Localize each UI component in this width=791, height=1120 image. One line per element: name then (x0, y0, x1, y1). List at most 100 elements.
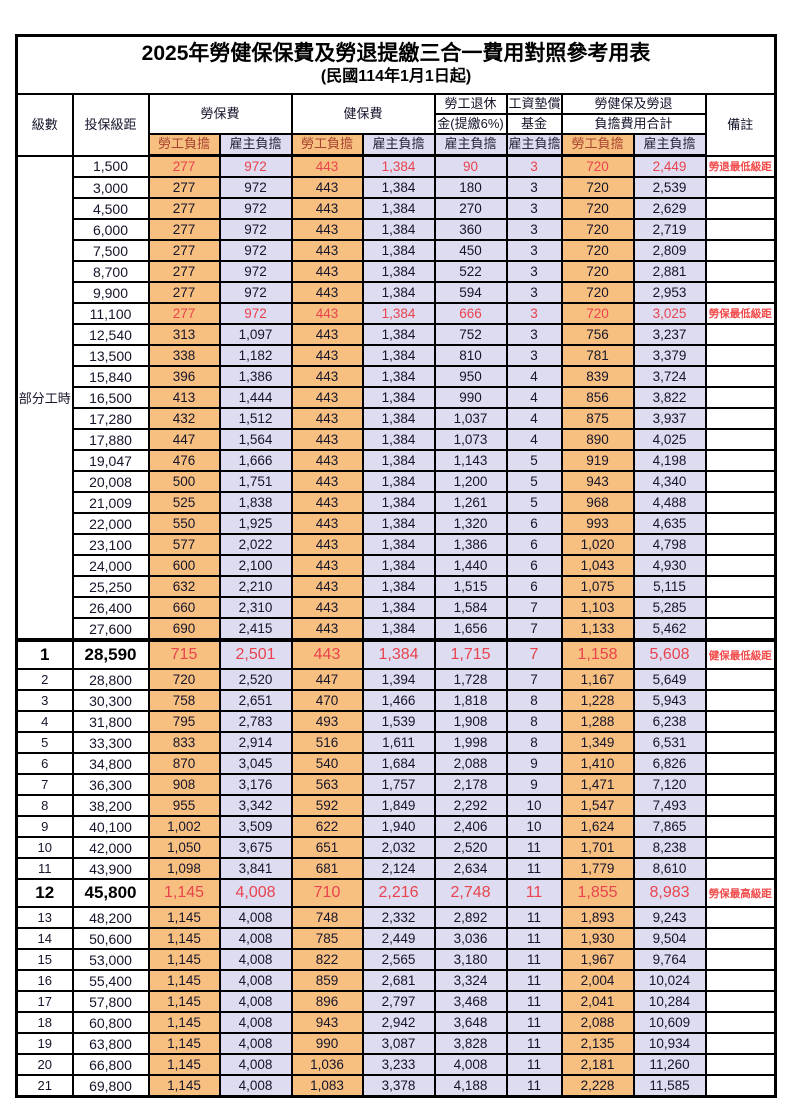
remark-cell (704, 323, 777, 347)
total-employee-cell: 875 (560, 407, 635, 431)
table-row: 13 48,200 1,145 4,008 748 2,332 2,892 11 1,893 9,… (15, 906, 777, 930)
total-employer-cell: 7,493 (632, 794, 707, 818)
remark-cell (704, 344, 777, 368)
wagefund-employer-cell: 6 (505, 554, 563, 578)
wagefund-employer-cell: 8 (505, 710, 563, 734)
wagefund-employer-cell: 6 (505, 512, 563, 536)
bracket-cell: 7,500 (71, 239, 150, 263)
health-employee-cell: 443 (290, 533, 364, 557)
remark-cell (704, 1053, 777, 1077)
total-employee-cell: 720 (560, 218, 635, 242)
table-row: 6 34,800 870 3,045 540 1,684 2,088 9 1,410 6,826 (15, 752, 777, 776)
labor-employer-cell: 3,675 (218, 836, 293, 860)
table-row: 21,009 525 1,838 443 1,384 1,261 5 968 4,488 (17, 491, 777, 515)
labor-employer-cell: 2,651 (218, 689, 293, 713)
labor-employee-cell: 277 (147, 154, 221, 179)
table-row: 2 28,800 720 2,520 447 1,394 1,728 7 1,167 5,649 (15, 668, 777, 692)
level-cell: 12 (15, 878, 74, 909)
total-employee-cell: 2,228 (560, 1074, 635, 1098)
total-employer-cell: 4,930 (632, 554, 707, 578)
table-row: 12 45,800 1,145 4,008 710 2,216 2,748 11 1,855 8,… (15, 878, 777, 909)
table-row: 9,900 277 972 443 1,384 594 3 720 2,953 (17, 281, 777, 305)
remark-cell (704, 197, 777, 221)
labor-employer-cell: 4,008 (218, 1053, 293, 1077)
group-header-wagefund-line2: 基金 (505, 113, 563, 136)
labor-employee-cell: 577 (147, 533, 221, 557)
remark-cell (704, 990, 777, 1014)
header-row-3: 勞工負擔 雇主負擔 勞工負擔 雇主負擔 雇主負擔 雇主負擔 勞工負擔 雇主負擔 (17, 133, 776, 158)
wagefund-employer-cell: 11 (505, 969, 563, 993)
bracket-cell: 63,800 (71, 1032, 150, 1056)
health-employer-cell: 1,384 (361, 154, 436, 179)
remark-cell: 健保最低級距 (704, 638, 777, 671)
table-row: 13,500 338 1,182 443 1,384 810 3 781 3,379 (17, 344, 777, 368)
table-row: 12,540 313 1,097 443 1,384 752 3 756 3,237 (17, 323, 777, 347)
remark-cell (704, 218, 777, 242)
labor-employer-cell: 4,008 (218, 990, 293, 1014)
remark-cell (704, 176, 777, 200)
labor-employer-cell: 4,008 (218, 948, 293, 972)
bracket-cell: 31,800 (71, 710, 150, 734)
total-employee-cell: 1,020 (560, 533, 635, 557)
table-row: 9 40,100 1,002 3,509 622 1,940 2,406 10 1,624 7,8… (15, 815, 777, 839)
page-title: 2025年勞健保保費及勞退提繳三合一費用對照參考用表 (141, 42, 651, 65)
wagefund-employer-cell: 5 (505, 491, 563, 515)
labor-employer-cell: 2,310 (218, 596, 293, 620)
header-row-2: 金(提繳6%) 基金 負擔費用合計 (17, 113, 776, 136)
labor-employer-cell: 972 (218, 154, 293, 179)
bracket-cell: 3,000 (71, 176, 150, 200)
pension-employer-cell: 1,261 (433, 491, 508, 515)
pension-employer-cell: 270 (433, 197, 508, 221)
wagefund-employer-cell: 11 (505, 1011, 563, 1035)
pension-employer-cell: 752 (433, 323, 508, 347)
pension-employer-cell: 1,728 (433, 668, 508, 692)
health-employer-cell: 1,384 (361, 449, 436, 473)
total-employer-cell: 2,629 (632, 197, 707, 221)
health-employer-cell: 1,384 (361, 323, 436, 347)
level-cell: 21 (15, 1074, 74, 1098)
total-employee-cell: 2,088 (560, 1011, 635, 1035)
total-employer-cell: 9,764 (632, 948, 707, 972)
labor-employer-cell: 1,666 (218, 449, 293, 473)
labor-employee-cell: 1,050 (147, 836, 221, 860)
remark-cell (704, 239, 777, 263)
health-employer-cell: 1,384 (361, 260, 436, 284)
remark-cell (704, 857, 777, 881)
total-employee-cell: 1,930 (560, 927, 635, 951)
wagefund-employer-cell: 7 (505, 668, 563, 692)
labor-employee-cell: 690 (147, 617, 221, 642)
level-cell: 13 (15, 906, 74, 930)
health-employee-cell: 443 (290, 323, 364, 347)
total-employer-cell: 3,822 (632, 386, 707, 410)
health-employee-cell: 443 (290, 365, 364, 389)
total-employee-cell: 1,167 (560, 668, 635, 692)
wagefund-employer-cell: 3 (505, 344, 563, 368)
labor-employee-cell: 1,145 (147, 969, 221, 993)
remark-cell (704, 668, 777, 692)
bracket-cell: 50,600 (71, 927, 150, 951)
table-row: 20,008 500 1,751 443 1,384 1,200 5 943 4,340 (17, 470, 777, 494)
labor-employer-cell: 972 (218, 197, 293, 221)
remark-cell (704, 470, 777, 494)
labor-employee-cell: 720 (147, 668, 221, 692)
health-employee-cell: 1,083 (290, 1074, 364, 1098)
pension-employer-cell: 90 (433, 154, 508, 179)
pension-employer-cell: 1,515 (433, 575, 508, 599)
table-row: 25,250 632 2,210 443 1,384 1,515 6 1,075 5,115 (17, 575, 777, 599)
labor-employee-cell: 500 (147, 470, 221, 494)
table-row: 5 33,300 833 2,914 516 1,611 1,998 8 1,349 6,531 (15, 731, 777, 755)
pension-employer-cell: 2,892 (433, 906, 508, 930)
labor-employee-cell: 1,098 (147, 857, 221, 881)
labor-employer-cell: 1,564 (218, 428, 293, 452)
pension-employer-cell: 1,998 (433, 731, 508, 755)
subheader-total-employee: 勞工負擔 (560, 133, 635, 158)
health-employee-cell: 563 (290, 773, 364, 797)
total-employer-cell: 6,531 (632, 731, 707, 755)
health-employee-cell: 443 (290, 386, 364, 410)
health-employer-cell: 1,384 (361, 491, 436, 515)
wagefund-employer-cell: 11 (505, 878, 563, 909)
wagefund-employer-cell: 10 (505, 794, 563, 818)
remark-cell (704, 491, 777, 515)
bracket-cell: 17,280 (71, 407, 150, 431)
level-cell: 1 (15, 638, 74, 671)
